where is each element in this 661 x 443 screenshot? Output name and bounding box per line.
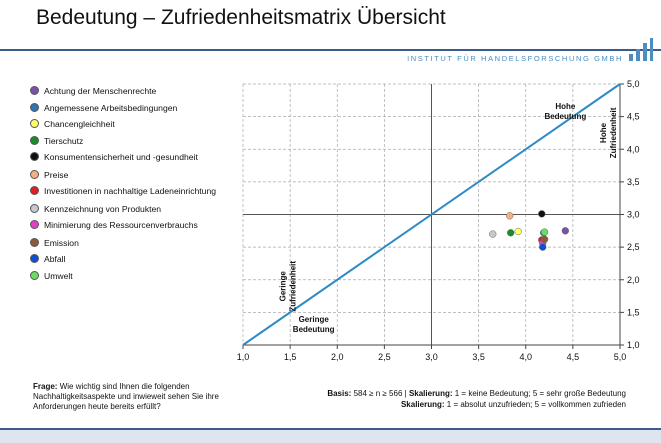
basis-label: Basis:	[327, 389, 352, 398]
legend-marker	[30, 220, 39, 229]
y-tick-label: 1,5	[627, 307, 640, 317]
legend-label: Achtung der Menschenrechte	[44, 86, 157, 96]
x-tick-label: 1,5	[284, 352, 297, 362]
y-tick-label: 2,5	[627, 242, 640, 252]
data-point	[507, 229, 515, 237]
legend-label: Konsumentensicherheit und -gesundheit	[44, 152, 198, 162]
legend-item: Minimierung des Ressourcenverbrauchs	[30, 220, 230, 231]
logo-bar-1	[629, 54, 633, 61]
chart-annotation: Hohe Bedeutung	[544, 102, 586, 121]
data-point	[538, 210, 546, 218]
legend-marker	[30, 119, 39, 128]
data-point	[489, 230, 497, 238]
legend-label: Kennzeichnung von Produkten	[44, 203, 162, 214]
institute-logo-icon	[629, 38, 653, 61]
data-point	[539, 243, 547, 251]
x-tick-label: 1,0	[237, 352, 250, 362]
legend-label: Umwelt	[44, 270, 73, 281]
data-point	[561, 227, 569, 235]
legend-item: Angemessene Arbeitsbedingungen	[30, 102, 230, 114]
legend-item: Preise	[30, 169, 230, 181]
y-tick-label: 1,0	[627, 340, 640, 350]
scale-text-1: 1 = keine Bedeutung; 5 = sehr große Bede…	[454, 389, 626, 398]
page-title: Bedeutung – Zufriedenheitsmatrix Übersic…	[36, 6, 446, 29]
legend-label: Chancengleichheit	[44, 119, 115, 129]
question-text: Wie wichtig sind Ihnen die folgenden Nac…	[33, 382, 219, 411]
legend-marker	[30, 152, 39, 161]
x-tick-label: 2,0	[331, 352, 344, 362]
legend-item: Emission	[30, 237, 230, 249]
y-tick-label: 4,5	[627, 112, 640, 122]
scale-text-2: 1 = absolut unzufrieden; 5 = vollkommen …	[446, 400, 626, 409]
legend-marker	[30, 169, 39, 179]
legend-item: Konsumentensicherheit und -gesundheit	[30, 152, 230, 163]
title-divider	[0, 49, 661, 51]
legend-marker	[30, 237, 39, 247]
y-tick-label: 4,0	[627, 144, 640, 154]
legend-marker	[30, 86, 39, 95]
legend-label: Tierschutz	[44, 135, 84, 146]
y-tick-label: 2,0	[627, 275, 640, 285]
bottom-bar	[0, 428, 661, 443]
legend-marker	[30, 102, 39, 112]
legend-item: Umwelt	[30, 270, 230, 282]
legend-item: Achtung der Menschenrechte	[30, 86, 230, 97]
x-tick-label: 5,0	[614, 352, 627, 362]
legend-label: Investitionen in nachhaltige Ladeneinric…	[44, 186, 217, 196]
x-tick-label: 3,5	[472, 352, 485, 362]
data-point	[506, 212, 514, 220]
data-point	[540, 228, 549, 236]
chart-annotation: GeringeZufriedenheit	[278, 261, 297, 312]
scale-line-2: Skalierung: 1 = absolut unzufrieden; 5 =…	[401, 400, 626, 410]
legend-marker	[30, 254, 39, 263]
chart-annotation: HoheZufriedenheit	[599, 107, 618, 158]
legend-item: Tierschutz	[30, 135, 230, 147]
chart-legend: Achtung der Menschenrechte Angemessene Ar…	[30, 86, 230, 287]
data-point	[514, 227, 522, 236]
x-tick-label: 4,5	[567, 352, 580, 362]
institute-name: INSTITUT FÜR HANDELSFORSCHUNG GMBH	[407, 54, 623, 63]
legend-label: Emission	[44, 237, 79, 248]
legend-label: Preise	[44, 169, 69, 180]
question-block: Frage: Wie wichtig sind Ihnen die folgen…	[33, 382, 258, 412]
legend-label: Minimierung des Ressourcenverbrauchs	[44, 220, 198, 230]
y-tick-label: 5,0	[627, 79, 640, 89]
legend-label: Angemessene Arbeitsbedingungen	[44, 102, 178, 113]
y-tick-label: 3,0	[627, 210, 640, 220]
legend-marker	[30, 203, 39, 213]
legend-marker	[30, 135, 39, 145]
x-tick-label: 4,0	[519, 352, 532, 362]
question-label: Frage:	[33, 382, 58, 391]
y-tick-label: 3,5	[627, 177, 640, 187]
scale-label-1: Skalierung:	[408, 389, 453, 398]
legend-item: Chancengleichheit	[30, 119, 230, 130]
logo-bar-3	[643, 43, 647, 61]
data-point	[540, 235, 549, 243]
diagonal-line	[242, 83, 621, 346]
basis-line: Basis: 584 ≥ n ≥ 566 | Skalierung: 1 = k…	[327, 389, 626, 398]
basis-text: 584 ≥ n ≥ 566	[353, 389, 403, 398]
chart-annotation: Geringe Bedeutung	[293, 315, 335, 334]
scale-label-2: Skalierung:	[400, 400, 445, 409]
legend-item: Investitionen in nachhaltige Ladeneinric…	[30, 186, 230, 197]
legend-label: Abfall	[44, 254, 66, 264]
x-tick-label: 2,5	[378, 352, 391, 362]
logo-bar-2	[636, 49, 640, 61]
legend-item: Kennzeichnung von Produkten	[30, 203, 230, 215]
x-tick-label: 3,0	[425, 352, 438, 362]
legend-marker	[30, 270, 39, 280]
legend-marker	[30, 186, 39, 195]
logo-bar-4	[650, 38, 653, 61]
legend-item: Abfall	[30, 254, 230, 265]
